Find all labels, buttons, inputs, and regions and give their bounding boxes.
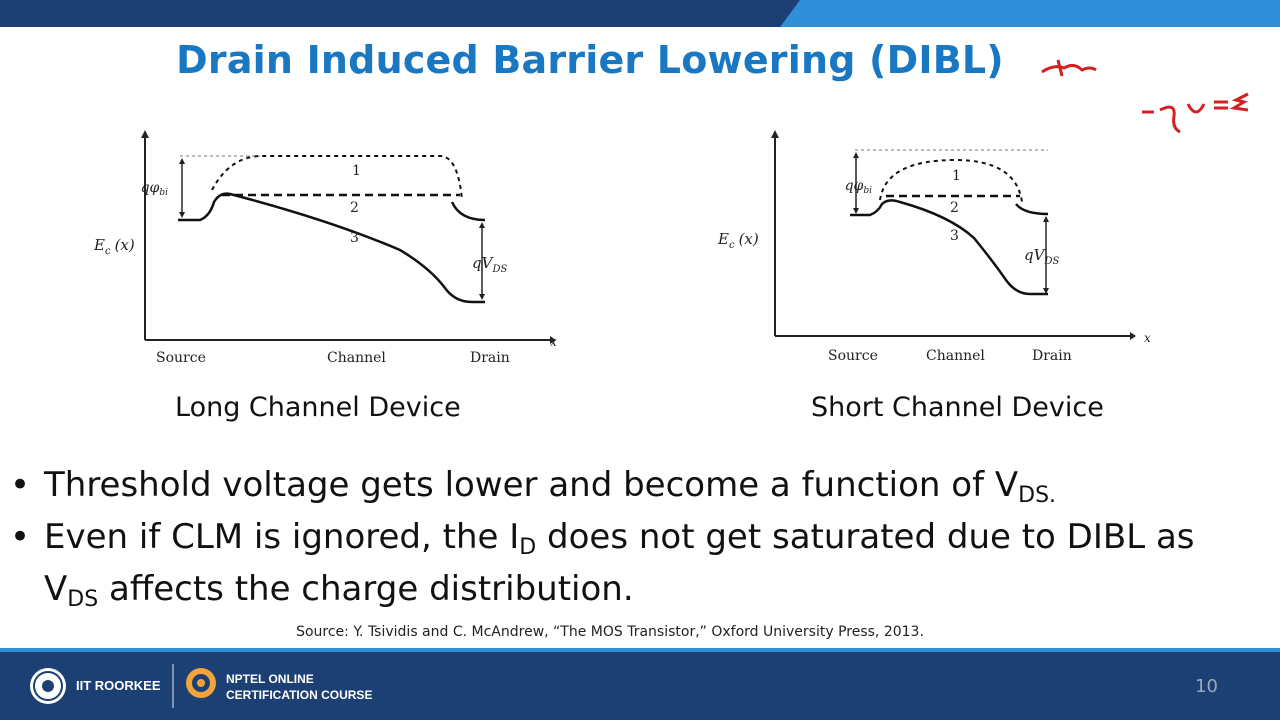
curve-label-3: 3 bbox=[950, 228, 959, 244]
top-banner bbox=[0, 0, 1280, 27]
x-label-source: Source bbox=[156, 350, 206, 366]
curve-label-1: 1 bbox=[952, 168, 961, 184]
page-number: 10 bbox=[1195, 676, 1218, 697]
source-citation: Source: Y. Tsividis and C. McAndrew, “Th… bbox=[296, 624, 924, 640]
slide-title: Drain Induced Barrier Lowering (DIBL) bbox=[176, 38, 1004, 82]
bullet-item-threshold: • Threshold voltage gets lower and becom… bbox=[10, 460, 1195, 512]
x-label-drain: Drain bbox=[470, 350, 510, 366]
course-line-1: NPTEL ONLINE bbox=[226, 672, 314, 686]
x-axis-label: x bbox=[1144, 331, 1151, 345]
footer-accent-strip bbox=[0, 648, 1280, 654]
short-channel-caption: Short Channel Device bbox=[811, 392, 1104, 423]
curve-label-3: 3 bbox=[350, 230, 359, 246]
x-label-drain: Drain bbox=[1032, 348, 1072, 364]
ylabel: Ec (x) bbox=[717, 230, 759, 251]
barrier-label: qφbi bbox=[845, 178, 873, 196]
x-label-source: Source bbox=[828, 348, 878, 364]
handwritten-annotation bbox=[1041, 59, 1249, 134]
bullet-dot: • bbox=[10, 517, 31, 557]
short-channel-band-diagram: Ec (x) qφbi qVDS 1 2 3 Source Channel Dra… bbox=[717, 130, 1151, 364]
footer-divider bbox=[172, 664, 174, 708]
bullet-item-clm: • Even if CLM is ignored, the ID does no… bbox=[10, 512, 1195, 616]
vds-label: qVDS bbox=[1024, 246, 1059, 267]
curve-label-2: 2 bbox=[350, 200, 359, 216]
x-label-channel: Channel bbox=[327, 350, 386, 366]
bullet-list: • Threshold voltage gets lower and becom… bbox=[10, 460, 1195, 616]
curve-label-1: 1 bbox=[352, 163, 361, 179]
long-channel-band-diagram: Ec (x) qφbi qVDS 1 2 3 Source Channel Dra… bbox=[93, 130, 557, 366]
institute-name: IIT ROORKEE bbox=[76, 678, 161, 693]
vds-label: qVDS bbox=[472, 254, 507, 275]
x-axis-label: x bbox=[550, 335, 557, 349]
footer-bar: IIT ROORKEE NPTEL ONLINE CERTIFICATION C… bbox=[0, 652, 1280, 720]
course-line-2: CERTIFICATION COURSE bbox=[226, 688, 373, 702]
iit-roorkee-logo bbox=[30, 668, 66, 704]
barrier-label: qφbi bbox=[141, 180, 169, 198]
ylabel: Ec (x) bbox=[93, 236, 135, 257]
x-label-channel: Channel bbox=[926, 348, 985, 364]
bullet-dot: • bbox=[10, 465, 31, 505]
long-channel-caption: Long Channel Device bbox=[175, 392, 461, 423]
curve-label-2: 2 bbox=[950, 200, 959, 216]
nptel-logo bbox=[186, 668, 216, 698]
